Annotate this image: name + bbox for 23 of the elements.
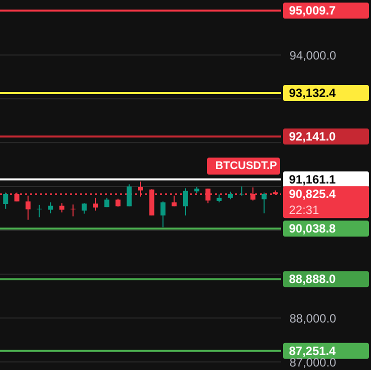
candlestick (3, 192, 8, 210)
candlestick (262, 192, 267, 214)
annotation: BTCUSDT.P (215, 160, 277, 172)
ref-line-label: 91,161.1 (289, 172, 336, 186)
ref-line-label: 93,132.4 (289, 86, 336, 100)
ref-line-label: 90,825.4 (289, 187, 336, 202)
ref-line-label: 90,038.8 (289, 222, 336, 236)
candlestick (239, 186, 244, 196)
candlestick (36, 204, 42, 218)
ref-line-label: 88,888.0 (289, 272, 336, 286)
text: 22:31 (289, 203, 320, 218)
candlestick (160, 200, 166, 228)
candlestick (93, 197, 98, 212)
ref-line-label: 87,251.4 (289, 344, 336, 358)
ref-line-label: 95,009.7 (289, 4, 336, 18)
y-tick-label: 88,000.0 (290, 312, 337, 326)
candlestick (70, 204, 76, 217)
candlestick (126, 184, 132, 207)
candlestick (182, 188, 188, 216)
ref-line-label: 92,141.0 (289, 129, 336, 144)
candlestick (82, 202, 87, 214)
candlestick (26, 195, 31, 220)
y-tick-label: 94,000.0 (290, 48, 337, 62)
